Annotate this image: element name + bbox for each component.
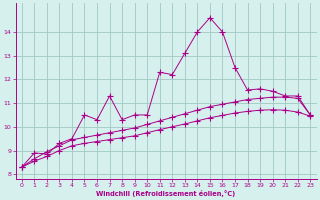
X-axis label: Windchill (Refroidissement éolien,°C): Windchill (Refroidissement éolien,°C) xyxy=(96,190,236,197)
